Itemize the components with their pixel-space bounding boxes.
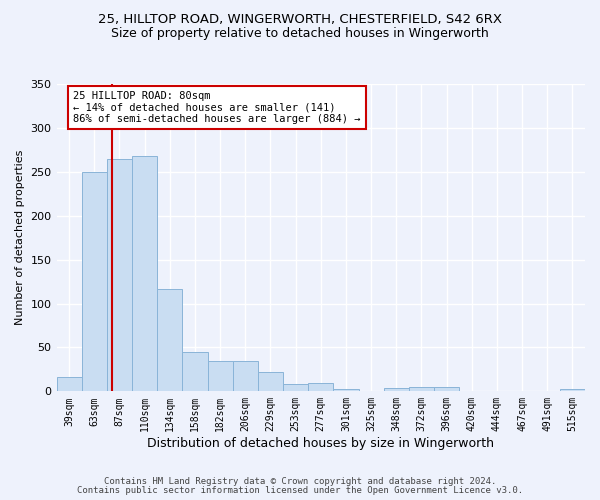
Text: 25 HILLTOP ROAD: 80sqm
← 14% of detached houses are smaller (141)
86% of semi-de: 25 HILLTOP ROAD: 80sqm ← 14% of detached… — [73, 91, 361, 124]
Bar — [107, 158, 132, 392]
Bar — [434, 387, 459, 392]
Bar — [560, 388, 585, 392]
X-axis label: Distribution of detached houses by size in Wingerworth: Distribution of detached houses by size … — [147, 437, 494, 450]
Y-axis label: Number of detached properties: Number of detached properties — [15, 150, 25, 326]
Bar — [82, 172, 107, 392]
Text: Contains public sector information licensed under the Open Government Licence v3: Contains public sector information licen… — [77, 486, 523, 495]
Text: Size of property relative to detached houses in Wingerworth: Size of property relative to detached ho… — [111, 28, 489, 40]
Bar — [208, 360, 233, 392]
Text: Contains HM Land Registry data © Crown copyright and database right 2024.: Contains HM Land Registry data © Crown c… — [104, 477, 496, 486]
Bar — [283, 384, 308, 392]
Bar — [258, 372, 283, 392]
Bar — [334, 388, 359, 392]
Bar — [233, 360, 258, 392]
Text: 25, HILLTOP ROAD, WINGERWORTH, CHESTERFIELD, S42 6RX: 25, HILLTOP ROAD, WINGERWORTH, CHESTERFI… — [98, 12, 502, 26]
Bar — [56, 378, 82, 392]
Bar — [182, 352, 208, 392]
Bar — [409, 387, 434, 392]
Bar — [383, 388, 409, 392]
Bar — [132, 156, 157, 392]
Bar — [308, 384, 334, 392]
Bar — [157, 290, 182, 392]
